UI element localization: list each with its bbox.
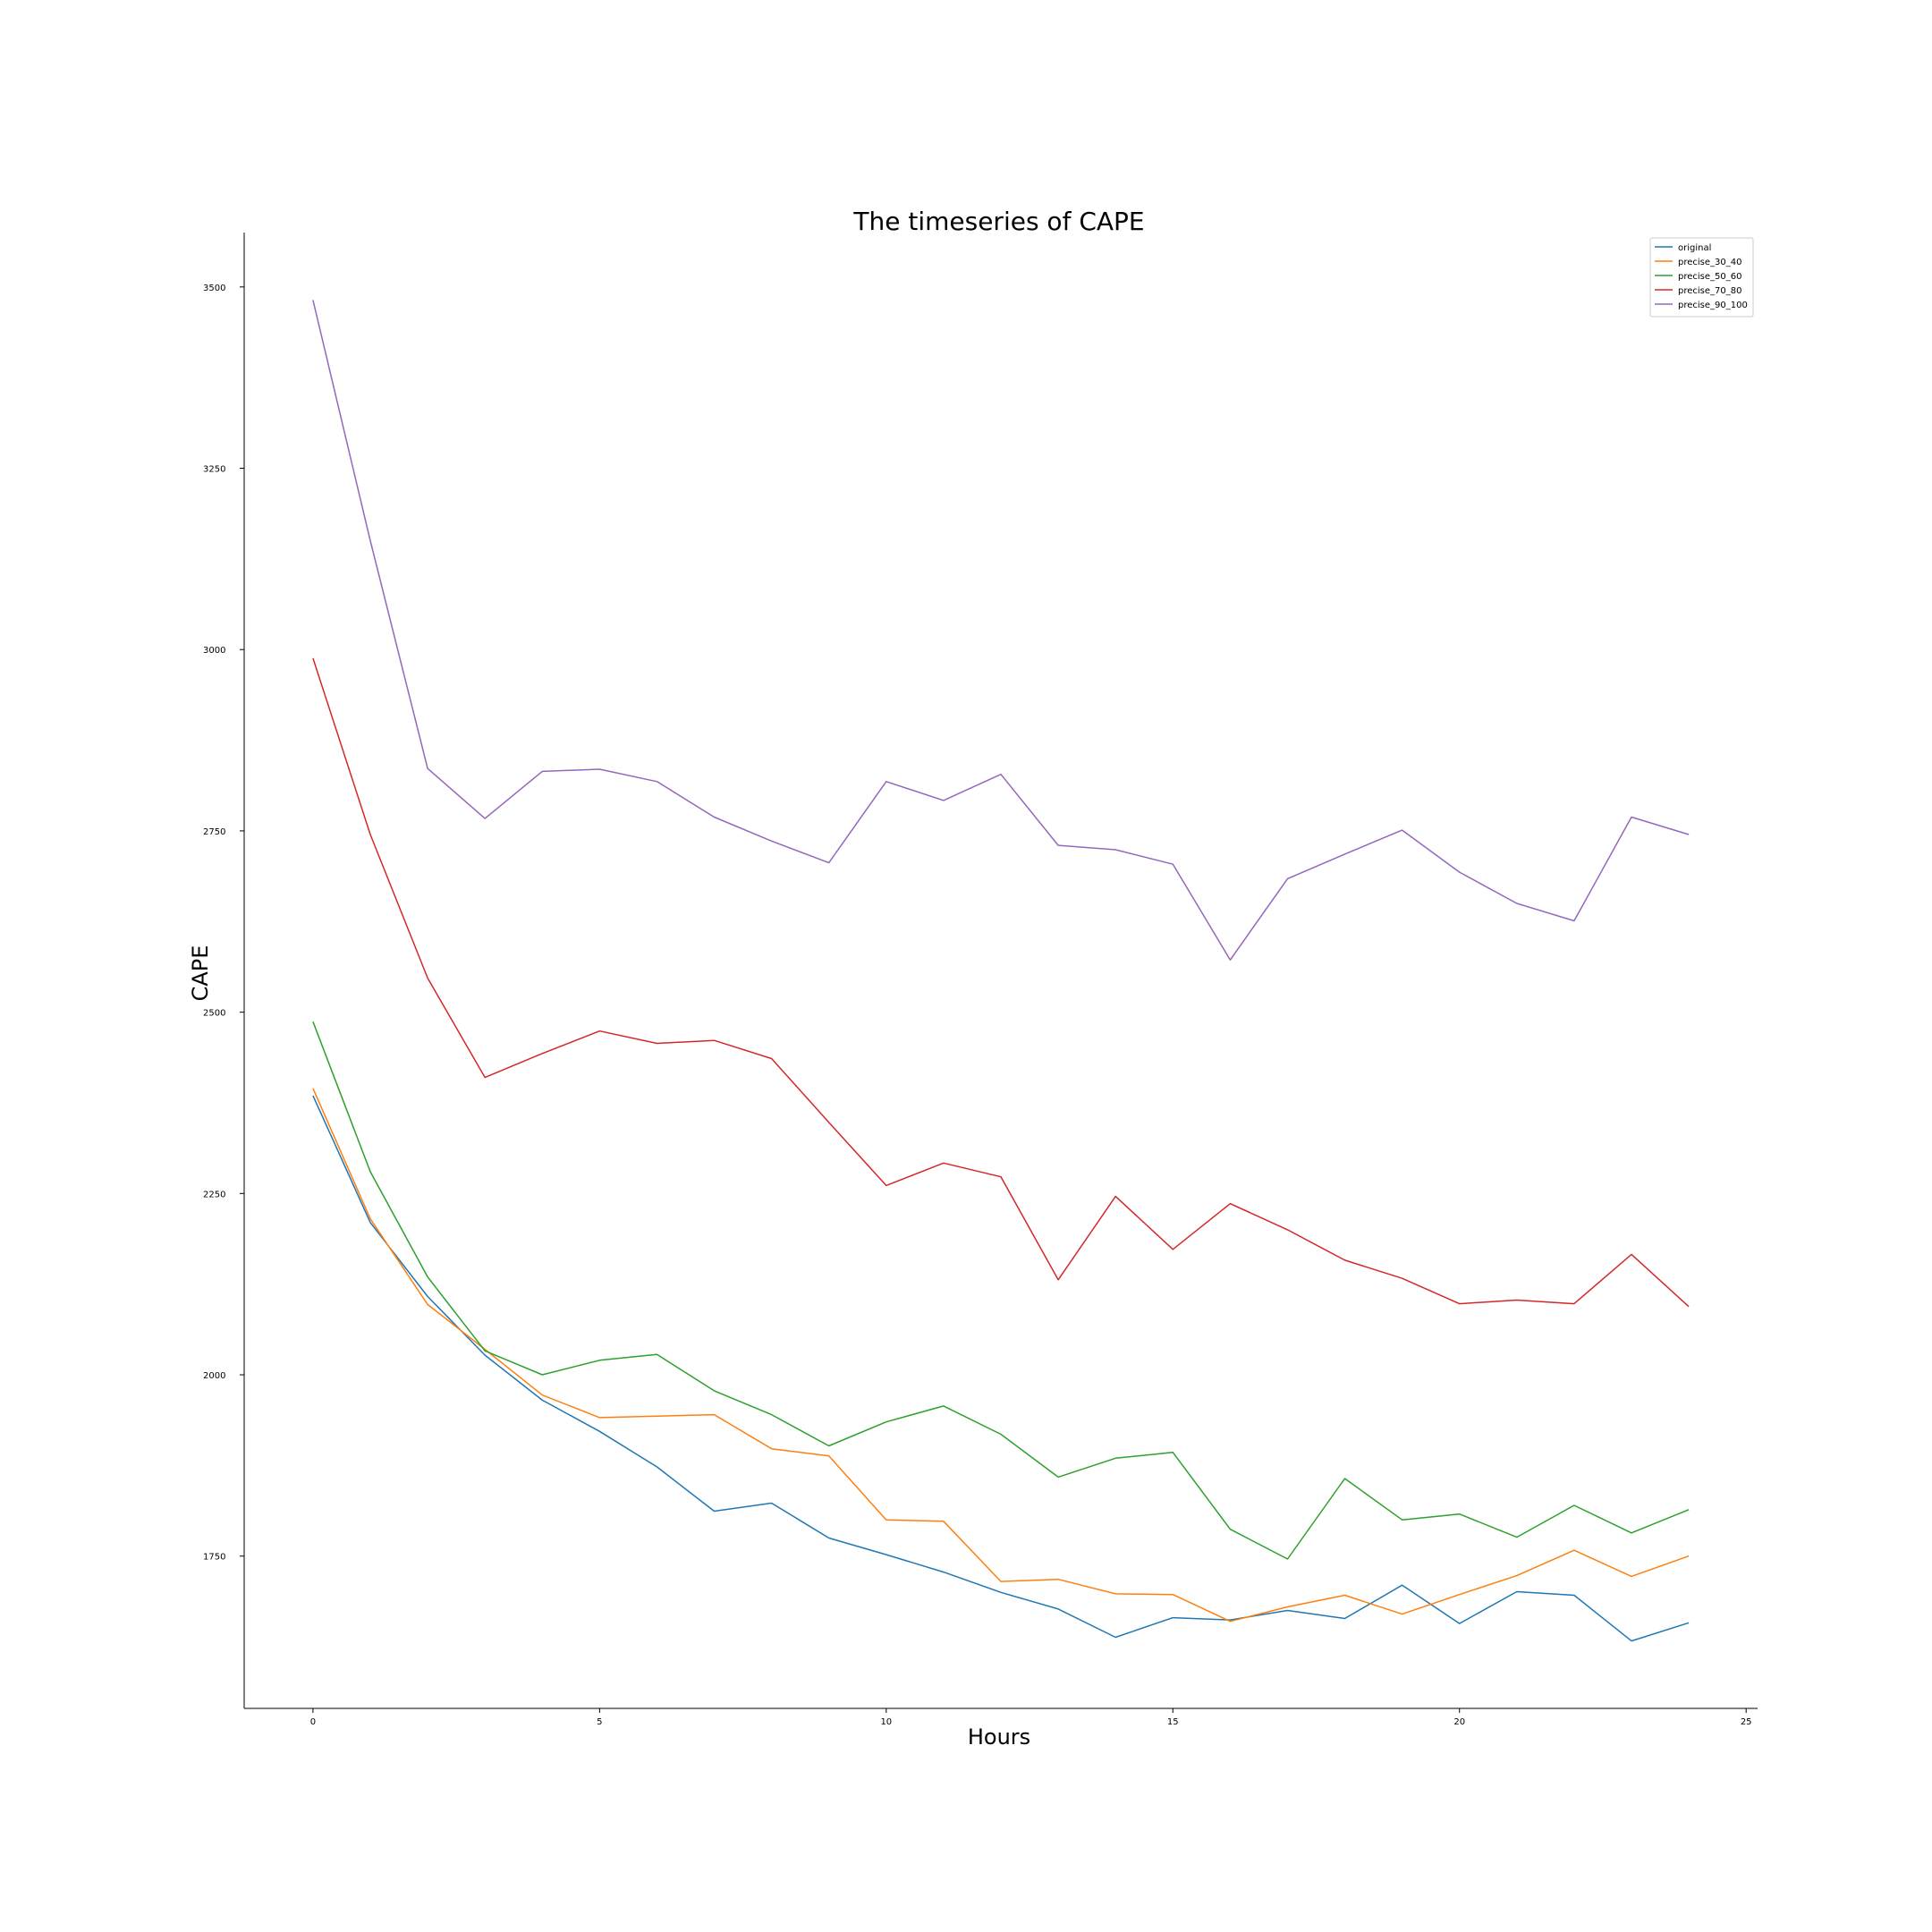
x-tick-label: 0 [310, 1717, 316, 1727]
legend-frame [1649, 237, 1754, 318]
series-line-precise-30-40 [312, 1088, 1690, 1623]
y-tick-label: 2000 [203, 1371, 225, 1381]
series-line-precise-70-80 [312, 657, 1690, 1308]
legend: original precise_30_40 precise_50_60precis… [1649, 237, 1754, 318]
y-axis-title: CAPE [188, 945, 213, 1002]
y-tick-label: 2750 [203, 827, 225, 837]
series-line-precise-90-100 [312, 300, 1690, 961]
y-tick-label: 2250 [203, 1190, 225, 1199]
legend-label: original [1678, 243, 1711, 253]
y-tick-label: 1750 [203, 1553, 225, 1563]
series-line-precise-50-60 [312, 1021, 1690, 1560]
y-tick-label: 3000 [203, 646, 225, 656]
series-group [312, 300, 1690, 1642]
x-tick-label: 5 [597, 1717, 602, 1727]
legend-label: precise_70_80 [1678, 286, 1741, 296]
x-tick-label: 25 [1741, 1717, 1752, 1727]
chart-title: The timeseries of CAPE [852, 207, 1144, 236]
legend-label: precise_50_60 [1678, 272, 1741, 282]
legend-label: precise_30_40 [1678, 258, 1741, 267]
y-tick-label: 3250 [203, 465, 225, 475]
x-tick-label: 15 [1167, 1717, 1179, 1727]
x-axis-title: Hours [968, 1724, 1030, 1750]
x-tick-label: 10 [880, 1717, 892, 1727]
axes: 0 5 10 15 20 25 1750 2000 2250 2500 2750 3000 3250 35… [203, 233, 1758, 1727]
series-line-original [312, 1095, 1690, 1642]
legend-label: precise_90_100 [1678, 301, 1748, 310]
y-tick-label: 2500 [203, 1009, 225, 1019]
x-tick-label: 20 [1453, 1717, 1465, 1727]
y-tick-label: 3500 [203, 284, 225, 293]
